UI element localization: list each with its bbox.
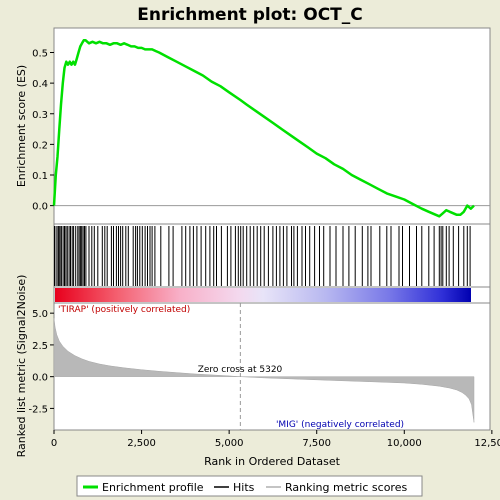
x-tick-label: 5,000 <box>215 438 244 449</box>
negative-correlation-label: 'MIG' (negatively correlated) <box>276 420 404 430</box>
es-y-tick-label: 0.0 <box>32 202 48 213</box>
chart-title: Enrichment plot: OCT_C <box>137 5 363 25</box>
legend-metric-label: Ranking metric scores <box>285 481 407 494</box>
metric-y-tick-label: 2.5 <box>32 341 48 352</box>
metric-panel <box>53 302 491 431</box>
x-axis-label: Rank in Ordered Dataset <box>204 455 341 468</box>
es-y-ticks: 0.0 0.1 0.2 0.3 0.4 0.5 <box>32 49 54 213</box>
metric-y-axis-label: Ranked list metric (Signal2Noise) <box>15 275 28 458</box>
es-panel <box>53 27 491 225</box>
metric-y-tick-label: 5.0 <box>32 309 48 320</box>
metric-y-ticks: 5.0 2.5 0.0 -2.5 <box>28 309 54 415</box>
es-y-tick-label: 0.4 <box>32 79 48 90</box>
metric-y-tick-label: 0.0 <box>32 373 48 384</box>
zero-cross-label: Zero cross at 5320 <box>198 365 283 375</box>
es-y-axis-label: Enrichment score (ES) <box>15 65 28 187</box>
es-y-tick-label: 0.5 <box>32 49 48 60</box>
enrichment-profile-line <box>52 38 475 218</box>
x-ticks: 0 2,500 5,000 7,500 10,000 12,500 <box>51 430 500 449</box>
legend-box <box>76 475 423 497</box>
x-tick-label: 7,500 <box>302 438 331 449</box>
positive-correlation-label: 'TIRAP' (positively correlated) <box>58 305 190 315</box>
hit-lines <box>54 226 471 286</box>
metric-area-path <box>53 318 475 423</box>
correlation-gradient <box>55 288 471 302</box>
es-y-tick-label: 0.1 <box>32 171 48 182</box>
metric-y-tick-label: -2.5 <box>28 404 48 415</box>
x-tick-label: 10,000 <box>387 438 422 449</box>
legend-profile-label: Enrichment profile <box>102 481 204 494</box>
es-y-tick-label: 0.3 <box>32 110 48 121</box>
x-tick-label: 0 <box>51 438 57 449</box>
es-curve <box>52 38 475 218</box>
metric-area <box>53 318 475 423</box>
hits-panel <box>53 223 491 288</box>
legend-hits-label: Hits <box>233 481 255 494</box>
es-y-tick-label: 0.2 <box>32 140 48 151</box>
x-tick-label: 2,500 <box>127 438 156 449</box>
x-tick-label: 12,500 <box>474 438 500 449</box>
